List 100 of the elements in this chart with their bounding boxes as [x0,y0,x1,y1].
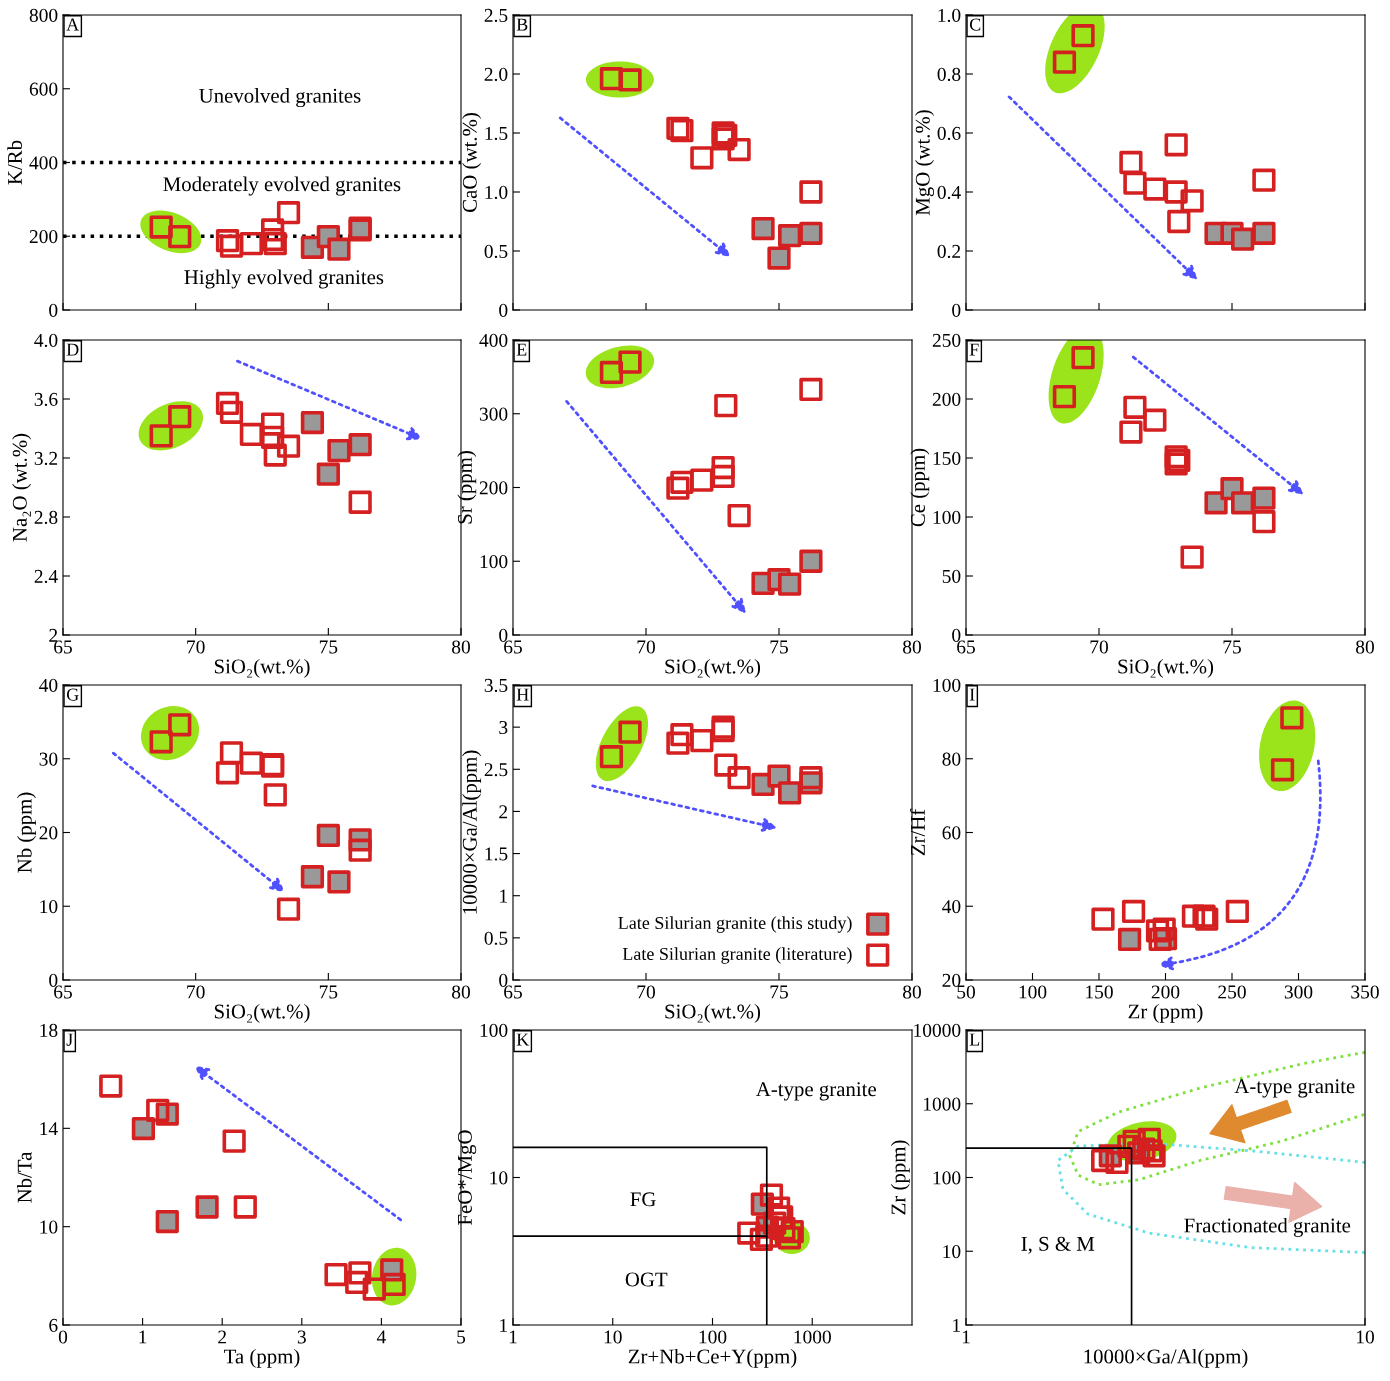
y-tick-label: 0.5 [484,931,508,945]
y-axis-title: Zr/Hf [910,808,925,856]
y-tick-label: 300 [479,407,508,421]
chart-title: L [969,1033,980,1046]
y-tick-label: 0 [49,303,58,317]
y-axis-title: FeO*/MgO [457,1130,477,1225]
y-tick-label: 100 [933,678,961,692]
y-axis-title: K/Rb [7,140,22,185]
chart-title: C [969,18,981,31]
x-axis-title: SiO₂(wt.%) [214,1003,310,1023]
annotation: OGT [625,1272,668,1287]
legend-label: Late Silurian granite (literature) [622,947,852,964]
y-tick-label: 80 [942,752,961,766]
y-tick-label: 1 [500,889,507,903]
y-axis-title: CaO (wt.%) [462,113,482,212]
x-tick-label: 75 [770,640,788,654]
chart-title: E [516,343,527,356]
x-tick-label: 100 [1019,985,1047,999]
y-tick-label: 0 [49,973,58,987]
x-tick-label: 70 [1090,640,1108,654]
x-tick-label: 65 [54,640,72,654]
y-tick-label: 20 [942,973,961,987]
y-tick-label: 60 [942,826,961,840]
y-tick-label: 10 [943,1245,961,1259]
y-tick-label: 0 [499,628,508,642]
x-tick-label: 80 [903,640,921,654]
x-tick-label: 70 [187,985,205,999]
y-tick-label: 1.0 [485,185,508,200]
x-tick-label: 3 [297,1330,306,1344]
y-axis-title: Ce (ppm) [910,448,930,527]
y-tick-label: 600 [29,82,58,96]
y-tick-label: 1 [953,1318,960,1332]
chart-title: F [969,343,979,356]
x-tick-label: 75 [319,640,338,654]
y-axis-title: Nb/Ta [17,1151,32,1203]
chart-title: I [969,688,975,701]
x-tick-label: 65 [54,985,72,999]
x-tick-label: 5 [457,1330,466,1344]
y-tick-label: 100 [480,1023,508,1037]
chart-title: D [66,343,79,356]
y-tick-label: 100 [933,1171,961,1185]
y-tick-label: 250 [932,333,961,347]
y-tick-label: 1000 [923,1097,961,1111]
x-tick-label: 1 [509,1330,517,1344]
y-tick-label: 50 [942,569,961,583]
y-tick-label: 3.2 [34,451,58,466]
x-tick-label: 0 [58,1330,68,1344]
x-tick-label: 4 [376,1330,386,1344]
chart-title: G [66,688,79,701]
y-tick-label: 30 [39,752,58,766]
y-tick-label: 10 [40,900,58,914]
x-axis-title: SiO₂(wt.%) [214,658,310,678]
y-tick-label: 3.5 [484,678,508,693]
x-tick-label: 70 [187,640,205,654]
y-tick-label: 10 [490,1171,508,1185]
y-tick-label: 40 [942,900,961,914]
y-tick-label: 1.0 [938,8,961,23]
y-axis-title: 10000×Ga/Al(ppm) [462,750,482,914]
y-tick-label: 0.8 [937,67,961,82]
annotation: I, S & M [1021,1236,1095,1254]
y-tick-label: 200 [29,230,58,244]
y-tick-label: 0 [952,303,961,317]
x-tick-label: 65 [504,985,522,999]
y-tick-label: 14 [40,1122,58,1136]
y-tick-label: 0.2 [937,244,961,259]
chart-title: B [516,18,528,31]
annotation: Unevolved granites [199,88,361,108]
y-tick-label: 3.6 [34,392,58,407]
y-axis-title: Zr (ppm) [890,1140,910,1215]
y-axis-title: Sr (ppm) [457,451,477,524]
x-tick-label: 80 [452,640,470,654]
y-axis-title: Nb (ppm) [17,792,36,873]
y-tick-label: 2.5 [484,763,508,777]
x-tick-label: 150 [1086,985,1113,999]
x-tick-label: 75 [1223,640,1241,654]
chart-title: K [516,1033,530,1046]
x-axis-title: SiO₂(wt.%) [1118,658,1214,678]
x-tick-label: 200 [1151,985,1180,999]
annotation: Moderately evolved granites [163,176,401,196]
y-tick-label: 40 [39,678,58,692]
y-axis-title: MgO (wt.%) [915,110,935,216]
x-tick-label: 75 [319,985,338,999]
x-axis-title: Zr (ppm) [1128,1003,1203,1023]
y-tick-label: 1.5 [485,126,508,141]
x-tick-label: 65 [957,640,975,654]
y-tick-label: 100 [933,510,961,524]
chart-title: H [516,688,529,701]
x-tick-label: 10 [604,1330,622,1344]
x-tick-label: 1 [962,1330,970,1344]
chart-title: A [66,18,80,31]
x-tick-label: 80 [1356,640,1374,654]
y-tick-label: 400 [479,333,508,347]
y-tick-label: 0 [499,973,508,987]
y-axis-title: Na₂O (wt.%) [12,433,32,542]
x-axis-title: SiO₂(wt.%) [665,658,761,678]
y-tick-label: 0 [499,303,508,317]
x-tick-label: 70 [637,985,655,999]
y-tick-label: 2.5 [484,8,508,23]
x-tick-label: 300 [1284,985,1313,999]
x-tick-label: 10 [1356,1330,1374,1344]
